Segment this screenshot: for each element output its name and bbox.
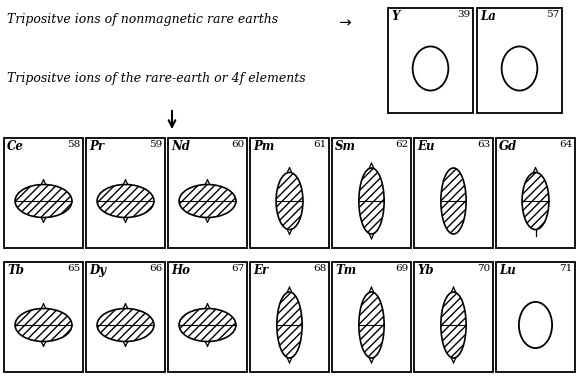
Bar bbox=[496, 262, 575, 372]
Bar bbox=[414, 138, 493, 248]
Text: 39: 39 bbox=[457, 10, 470, 19]
Ellipse shape bbox=[277, 292, 302, 358]
Text: Eu: Eu bbox=[417, 140, 434, 153]
Text: 67: 67 bbox=[231, 264, 244, 273]
Text: 68: 68 bbox=[313, 264, 326, 273]
Ellipse shape bbox=[179, 185, 236, 218]
Text: Pm: Pm bbox=[253, 140, 274, 153]
Bar bbox=[4, 138, 83, 248]
Bar bbox=[477, 8, 562, 113]
Ellipse shape bbox=[522, 172, 549, 229]
Bar bbox=[388, 8, 473, 113]
Text: 60: 60 bbox=[231, 140, 244, 149]
Text: Ho: Ho bbox=[171, 264, 190, 277]
Text: Gd: Gd bbox=[499, 140, 517, 153]
Bar bbox=[168, 262, 247, 372]
Bar bbox=[4, 262, 83, 372]
Bar bbox=[168, 138, 247, 248]
Ellipse shape bbox=[97, 185, 154, 218]
Text: La: La bbox=[480, 10, 496, 23]
Text: Ce: Ce bbox=[7, 140, 24, 153]
Text: Pr: Pr bbox=[89, 140, 104, 153]
Bar bbox=[414, 262, 493, 372]
Text: Y: Y bbox=[391, 10, 399, 23]
Ellipse shape bbox=[276, 172, 303, 229]
Bar bbox=[86, 262, 165, 372]
Ellipse shape bbox=[441, 292, 466, 358]
Ellipse shape bbox=[97, 308, 154, 342]
Text: 58: 58 bbox=[67, 140, 80, 149]
Bar bbox=[332, 262, 411, 372]
Text: 71: 71 bbox=[559, 264, 572, 273]
Ellipse shape bbox=[15, 185, 72, 218]
Bar bbox=[332, 138, 411, 248]
Text: Tb: Tb bbox=[7, 264, 24, 277]
Text: 65: 65 bbox=[67, 264, 80, 273]
Text: Tripositve ions of nonmagnetic rare earths: Tripositve ions of nonmagnetic rare eart… bbox=[7, 13, 278, 26]
Text: Yb: Yb bbox=[417, 264, 434, 277]
Text: Tm: Tm bbox=[335, 264, 356, 277]
Text: 57: 57 bbox=[546, 10, 559, 19]
Text: Dy: Dy bbox=[89, 264, 106, 277]
Ellipse shape bbox=[15, 308, 72, 342]
Ellipse shape bbox=[359, 292, 384, 358]
Text: →: → bbox=[338, 15, 351, 30]
Text: 63: 63 bbox=[477, 140, 490, 149]
Text: Er: Er bbox=[253, 264, 268, 277]
Text: 61: 61 bbox=[313, 140, 326, 149]
Text: Lu: Lu bbox=[499, 264, 516, 277]
Bar bbox=[86, 138, 165, 248]
Ellipse shape bbox=[359, 168, 384, 234]
Text: Tripositve ions of the rare-earth or 4f elements: Tripositve ions of the rare-earth or 4f … bbox=[7, 72, 306, 85]
Text: Nd: Nd bbox=[171, 140, 190, 153]
Bar bbox=[250, 138, 329, 248]
Text: 64: 64 bbox=[559, 140, 572, 149]
Text: Sm: Sm bbox=[335, 140, 356, 153]
Bar bbox=[496, 138, 575, 248]
Ellipse shape bbox=[179, 308, 236, 342]
Text: 62: 62 bbox=[395, 140, 408, 149]
Ellipse shape bbox=[441, 168, 466, 234]
Text: 66: 66 bbox=[149, 264, 162, 273]
Text: 69: 69 bbox=[395, 264, 408, 273]
Text: 59: 59 bbox=[149, 140, 162, 149]
Bar bbox=[250, 262, 329, 372]
Text: 70: 70 bbox=[477, 264, 490, 273]
